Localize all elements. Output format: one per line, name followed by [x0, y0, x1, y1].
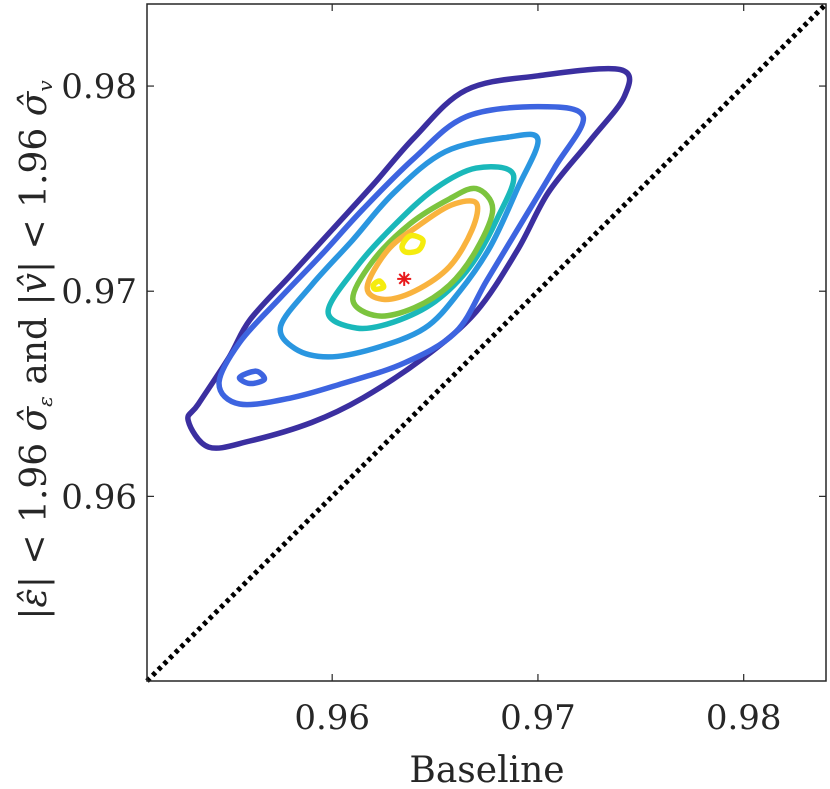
contour-level-3-2 — [277, 131, 541, 360]
reference-line — [145, 2, 828, 683]
contour-level-7-7 — [370, 278, 387, 292]
contour-level-7-6 — [399, 232, 426, 256]
ticks-layer: 0.96 0.97 0.98 0.96 0.97 0.98 — [61, 4, 826, 738]
contour-level-5-4 — [350, 185, 496, 319]
y-tick-label: 0.96 — [61, 477, 137, 517]
x-tick-label: 0.96 — [294, 698, 370, 738]
contour-level-2-1 — [216, 103, 586, 408]
plot-frame — [146, 3, 827, 682]
contour-level-4-3 — [325, 163, 517, 332]
y-axis-title: |ε̂| < 1.96 σ̂ε and |v̂| < 1.96 σ̂v — [14, 80, 57, 620]
contours-layer — [185, 65, 633, 451]
x-tick-label: 0.98 — [706, 698, 782, 738]
contour-level-2-8 — [236, 368, 268, 387]
point-estimate-marker — [397, 271, 412, 286]
x-axis-title: Baseline — [409, 750, 564, 789]
reference-line-layer — [145, 2, 828, 683]
contour-level-6-5 — [364, 198, 481, 303]
x-tick-label: 0.97 — [500, 698, 576, 738]
contour-level-1-0 — [185, 65, 633, 451]
y-tick-label: 0.98 — [61, 67, 137, 107]
y-tick-label: 0.97 — [61, 272, 137, 312]
point-estimate-layer — [397, 271, 412, 286]
